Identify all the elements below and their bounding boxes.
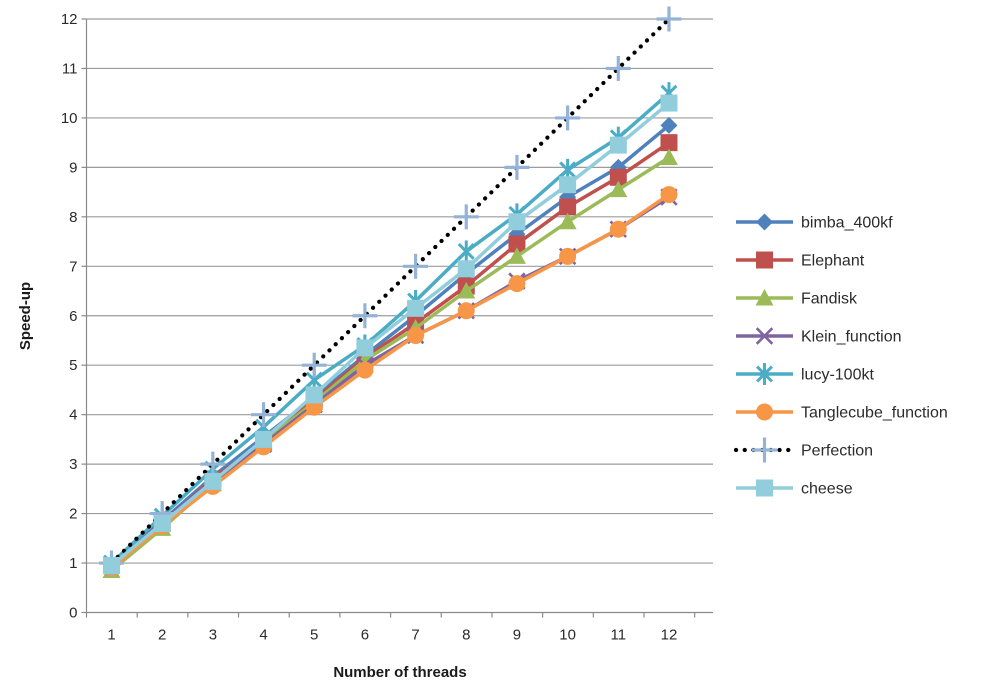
- y-tick-label: 1: [69, 555, 77, 572]
- marker-square: [756, 479, 773, 497]
- y-tick-label: 7: [69, 258, 77, 275]
- series-line-Fandisk: [110, 156, 670, 572]
- marker-square: [356, 339, 374, 357]
- marker-square: [305, 386, 323, 404]
- marker-square: [255, 430, 273, 448]
- x-tick-label: 1: [107, 627, 115, 644]
- marker-square: [508, 213, 526, 231]
- y-tick-label: 9: [69, 159, 77, 176]
- grid-layer: [86, 18, 713, 564]
- marker-square: [559, 176, 577, 194]
- marker-circle: [609, 220, 627, 238]
- y-tick-label: 3: [69, 456, 77, 473]
- marker-asterisk: [559, 161, 577, 179]
- y-tick-label: 4: [69, 407, 77, 424]
- series-layer: [99, 6, 682, 578]
- marker-circle: [559, 247, 577, 265]
- marker-circle: [356, 361, 374, 379]
- marker-square: [204, 472, 222, 490]
- x-tick-label: 9: [513, 627, 521, 644]
- series-cheese: [103, 94, 678, 575]
- legend-item-lucy-100kt: lucy-100kt: [736, 363, 874, 385]
- marker-square: [660, 134, 678, 152]
- legend-item-Perfection: Perfection: [733, 437, 873, 463]
- legend-label: Klein_function: [801, 329, 902, 346]
- legend-item-Klein_function: Klein_function: [736, 327, 902, 346]
- x-tick-label: 2: [158, 627, 166, 644]
- series-Perfection: [99, 6, 682, 576]
- marker-square: [103, 557, 120, 575]
- marker-triangle: [609, 180, 628, 198]
- series-Tanglecube_function: [103, 186, 678, 577]
- x-tick-label: 4: [259, 627, 267, 644]
- legend-label: Tanglecube_function: [801, 405, 948, 422]
- x-tick-label: 7: [411, 627, 419, 644]
- series-Klein_function: [102, 188, 678, 575]
- marker-square: [609, 168, 627, 186]
- x-tick-label: 11: [611, 627, 627, 644]
- x-tick-label: 5: [310, 627, 318, 644]
- y-tick-label: 12: [61, 11, 78, 28]
- y-tick-label: 8: [69, 209, 77, 226]
- legend-item-Elephant: Elephant: [736, 251, 865, 270]
- y-tick-label: 11: [62, 60, 78, 77]
- y-axis-title: Speed-up: [17, 282, 34, 350]
- marker-square: [609, 136, 627, 154]
- x-tick-label: 10: [559, 627, 576, 644]
- marker-diamond: [756, 213, 773, 231]
- marker-circle: [756, 403, 773, 421]
- marker-asterisk: [457, 242, 475, 260]
- x-tick-label: 12: [661, 627, 678, 644]
- marker-square: [407, 299, 425, 317]
- series-line-Klein_function: [110, 195, 670, 567]
- marker-circle: [660, 186, 678, 204]
- marker-diamond: [660, 116, 678, 134]
- marker-square: [559, 198, 577, 216]
- legend-label: Fandisk: [801, 291, 858, 308]
- legend-label: Elephant: [801, 253, 865, 270]
- marker-triangle: [659, 148, 678, 165]
- marker-circle: [407, 327, 425, 345]
- legend-label: Perfection: [801, 443, 873, 460]
- legend-item-cheese: cheese: [736, 479, 853, 498]
- marker-x: [755, 327, 774, 345]
- x-tick-label: 3: [209, 627, 217, 644]
- marker-square: [457, 260, 475, 278]
- legend-label: lucy-100kt: [801, 367, 874, 384]
- marker-square: [660, 94, 678, 112]
- y-tick-label: 10: [61, 110, 78, 127]
- marker-square: [153, 514, 171, 532]
- marker-square: [508, 235, 526, 253]
- legend-item-Fandisk: Fandisk: [736, 289, 858, 308]
- marker-triangle: [558, 212, 577, 230]
- marker-triangle: [507, 247, 526, 264]
- legend-item-bimba_400kf: bimba_400kf: [736, 213, 893, 232]
- marker-asterisk: [305, 371, 323, 389]
- y-tick-label: 2: [69, 506, 77, 523]
- x-tick-label: 6: [361, 627, 369, 644]
- marker-triangle: [457, 282, 476, 299]
- legend-label: bimba_400kf: [801, 215, 893, 232]
- y-tick-label: 6: [69, 308, 77, 325]
- x-axis-title: Number of threads: [333, 664, 466, 681]
- marker-circle: [457, 302, 475, 320]
- series-line-Tanglecube_function: [110, 193, 670, 570]
- chart-legend: bimba_400kf Elephant Fandisk Klein_function…: [733, 213, 948, 498]
- marker-circle: [508, 275, 526, 293]
- marker-square: [756, 251, 773, 269]
- series-line-Perfection: [109, 16, 672, 566]
- marker-triangle: [755, 289, 774, 306]
- legend-label: cheese: [801, 481, 853, 498]
- legend-item-Tanglecube_function: Tanglecube_function: [736, 403, 948, 422]
- y-tick-label: 0: [69, 605, 77, 622]
- marker-asterisk: [756, 365, 773, 383]
- x-tick-label: 8: [462, 627, 470, 644]
- y-tick-label: 5: [69, 357, 77, 374]
